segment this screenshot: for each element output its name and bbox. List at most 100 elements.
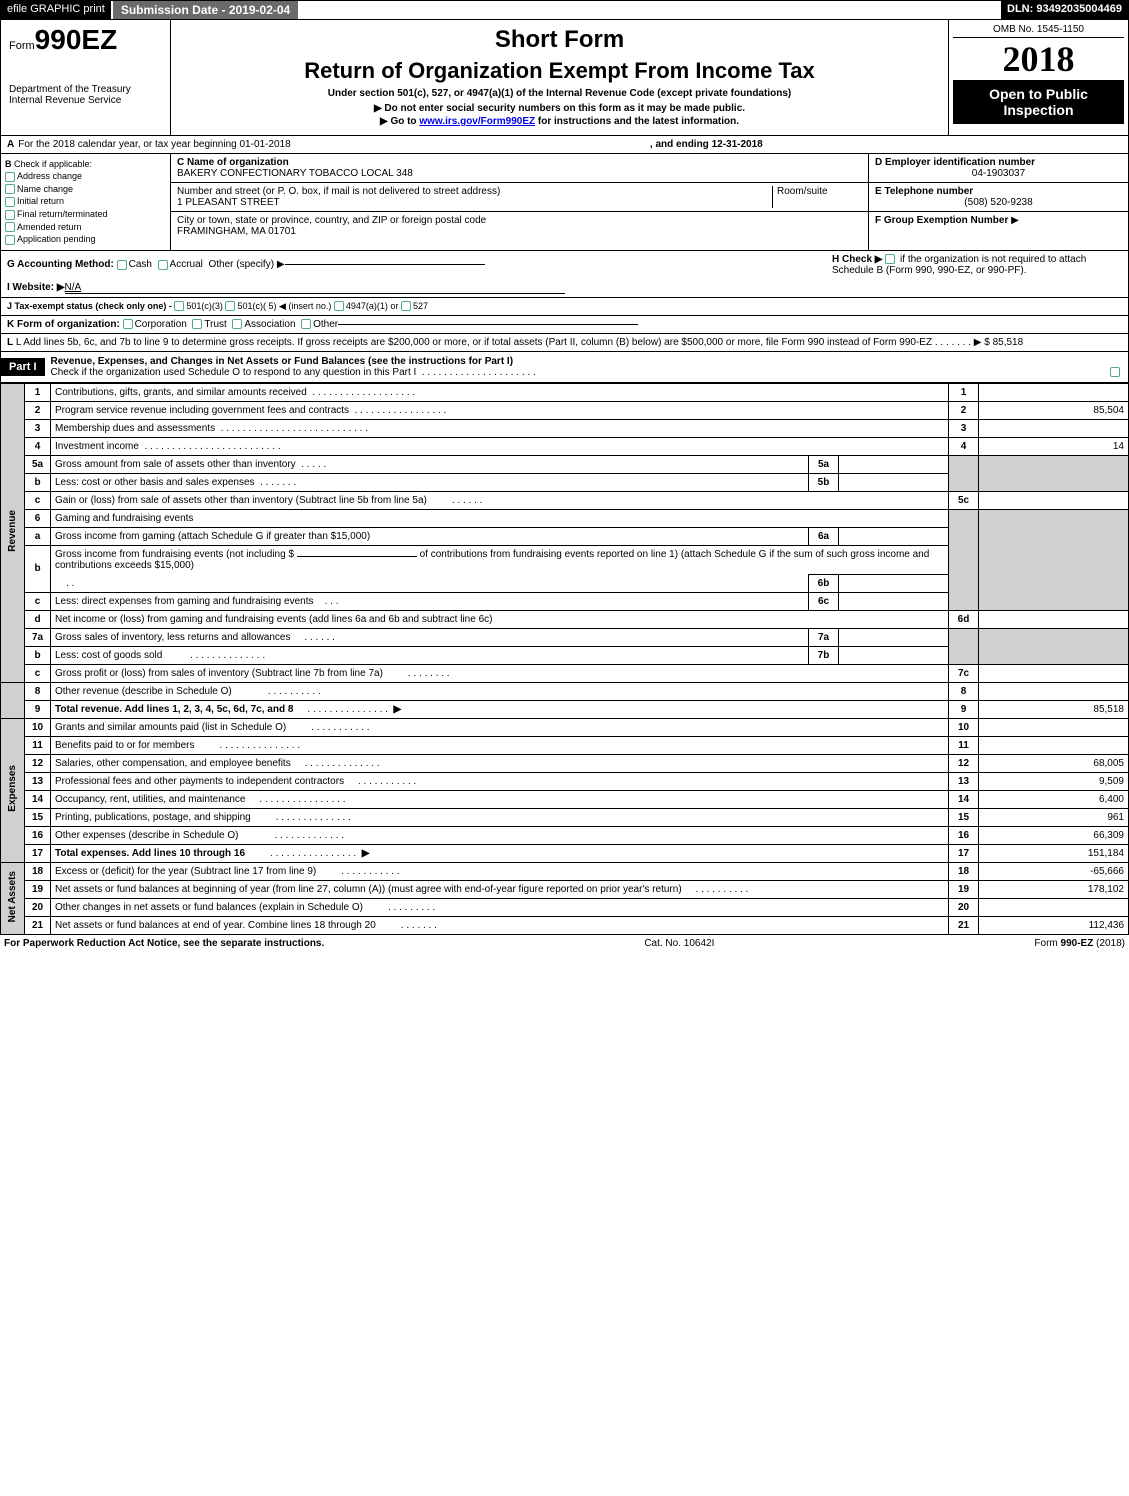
- checkbox-address-change[interactable]: [5, 172, 15, 182]
- table-row: 8 Other revenue (describe in Schedule O)…: [1, 682, 1129, 700]
- line-desc: Net assets or fund balances at end of ye…: [55, 920, 376, 931]
- line-desc: Membership dues and assessments: [55, 423, 215, 434]
- mid-val: [839, 592, 949, 610]
- radio-cash[interactable]: [117, 260, 127, 270]
- checkbox-final-return[interactable]: [5, 210, 15, 220]
- line-rval: 66,309: [979, 826, 1129, 844]
- checkbox-schedule-b[interactable]: [885, 254, 895, 264]
- check-address: Address change: [17, 171, 82, 181]
- check-amended: Amended return: [17, 222, 82, 232]
- line-rnum: 7c: [949, 664, 979, 682]
- radio-4947[interactable]: [334, 301, 344, 311]
- line-rnum: 16: [949, 826, 979, 844]
- table-row: 16 Other expenses (describe in Schedule …: [1, 826, 1129, 844]
- checkbox-name-change[interactable]: [5, 184, 15, 194]
- table-row: Revenue 1 Contributions, gifts, grants, …: [1, 383, 1129, 401]
- radio-association[interactable]: [232, 319, 242, 329]
- checkboxes-col: B Check if applicable: Address change Na…: [1, 154, 171, 250]
- table-row: 11 Benefits paid to or for members . . .…: [1, 736, 1129, 754]
- table-row: 19 Net assets or fund balances at beginn…: [1, 880, 1129, 898]
- checkbox-application-pending[interactable]: [5, 235, 15, 245]
- d-label: D Employer identification number: [875, 157, 1122, 168]
- footer-mid: Cat. No. 10642I: [644, 938, 714, 949]
- j-opt3: 527: [413, 301, 428, 311]
- radio-accrual[interactable]: [158, 260, 168, 270]
- fundraising-input[interactable]: [297, 556, 417, 557]
- footer-left: For Paperwork Reduction Act Notice, see …: [4, 938, 324, 949]
- checkbox-amended-return[interactable]: [5, 222, 15, 232]
- line-rnum: 1: [949, 383, 979, 401]
- line-rval: 178,102: [979, 880, 1129, 898]
- mid-val: [839, 646, 949, 664]
- line-desc: Printing, publications, postage, and shi…: [55, 812, 251, 823]
- g-accrual: Accrual: [170, 259, 203, 270]
- city-label: City or town, state or province, country…: [177, 215, 862, 226]
- line-k: K Form of organization: Corporation Trus…: [0, 316, 1129, 334]
- topbar-spacer: [300, 1, 1001, 19]
- mid-num: 6b: [809, 574, 839, 592]
- line-desc: Gross income from fundraising events (no…: [55, 549, 294, 560]
- line-rnum: 6d: [949, 610, 979, 628]
- line-rnum: 13: [949, 772, 979, 790]
- form-prefix: Form: [9, 40, 35, 52]
- grey-cell: [979, 455, 1129, 491]
- line-rval: 85,504: [979, 401, 1129, 419]
- line-num: 15: [25, 808, 51, 826]
- grey-cell: [979, 628, 1129, 664]
- checkbox-schedule-o[interactable]: [1110, 367, 1120, 377]
- arrow-icon: ▶: [393, 704, 401, 715]
- grey-cell: [949, 628, 979, 664]
- line-desc: Other expenses (describe in Schedule O): [55, 830, 238, 841]
- k-other-input[interactable]: [338, 324, 638, 325]
- line-num: 9: [25, 700, 51, 718]
- checkbox-initial-return[interactable]: [5, 197, 15, 207]
- table-row: 20 Other changes in net assets or fund b…: [1, 898, 1129, 916]
- line-num: 1: [25, 383, 51, 401]
- radio-501c3[interactable]: [174, 301, 184, 311]
- mid-val: [839, 628, 949, 646]
- line-rval: [979, 736, 1129, 754]
- line-num: c: [25, 592, 51, 610]
- line-rval: 68,005: [979, 754, 1129, 772]
- part1-label: Part I: [1, 358, 45, 376]
- g-other: Other (specify) ▶: [208, 259, 284, 270]
- short-form-title: Short Form: [177, 26, 942, 54]
- line-desc: Gross sales of inventory, less returns a…: [55, 632, 290, 643]
- mid-num: 6a: [809, 527, 839, 545]
- mid-val: [839, 527, 949, 545]
- table-row: Net Assets 18 Excess or (deficit) for th…: [1, 862, 1129, 880]
- line-desc: Grants and similar amounts paid (list in…: [55, 722, 286, 733]
- top-bar: efile GRAPHIC print Submission Date - 20…: [0, 0, 1129, 20]
- return-title: Return of Organization Exempt From Incom…: [177, 58, 942, 84]
- line-desc: Gain or (loss) from sale of assets other…: [55, 495, 427, 506]
- table-row: 15 Printing, publications, postage, and …: [1, 808, 1129, 826]
- line-num: 7a: [25, 628, 51, 646]
- irs-link[interactable]: www.irs.gov/Form990EZ: [419, 116, 535, 127]
- radio-trust[interactable]: [192, 319, 202, 329]
- website-value: N/A: [65, 282, 565, 294]
- j-opt0: 501(c)(3): [186, 301, 223, 311]
- line-desc: Professional fees and other payments to …: [55, 776, 344, 787]
- line-rval: [979, 610, 1129, 628]
- l-text: L Add lines 5b, 6c, and 7b to line 9 to …: [16, 337, 932, 348]
- radio-527[interactable]: [401, 301, 411, 311]
- inst2-post: for instructions and the latest informat…: [535, 116, 739, 127]
- efile-print-label: efile GRAPHIC print: [1, 1, 111, 19]
- revenue-side-label: Revenue: [1, 383, 25, 682]
- line-rnum: 11: [949, 736, 979, 754]
- line-desc: Other revenue (describe in Schedule O): [55, 686, 232, 697]
- radio-other[interactable]: [301, 319, 311, 329]
- line-g: G Accounting Method: Cash Accrual Other …: [0, 251, 1129, 279]
- radio-corporation[interactable]: [123, 319, 133, 329]
- table-row: 21 Net assets or fund balances at end of…: [1, 916, 1129, 934]
- dept-label: Department of the Treasury: [9, 84, 162, 95]
- line-num: 14: [25, 790, 51, 808]
- line-desc: Benefits paid to or for members: [55, 740, 195, 751]
- line-rval: [979, 898, 1129, 916]
- f-label: F Group Exemption Number: [875, 215, 1008, 226]
- table-row: 4 Investment income . . . . . . . . . . …: [1, 437, 1129, 455]
- radio-501c[interactable]: [225, 301, 235, 311]
- k-opt0: Corporation: [135, 319, 187, 330]
- g-other-input[interactable]: [285, 264, 485, 265]
- line-a-end: , and ending 12-31-2018: [650, 139, 763, 150]
